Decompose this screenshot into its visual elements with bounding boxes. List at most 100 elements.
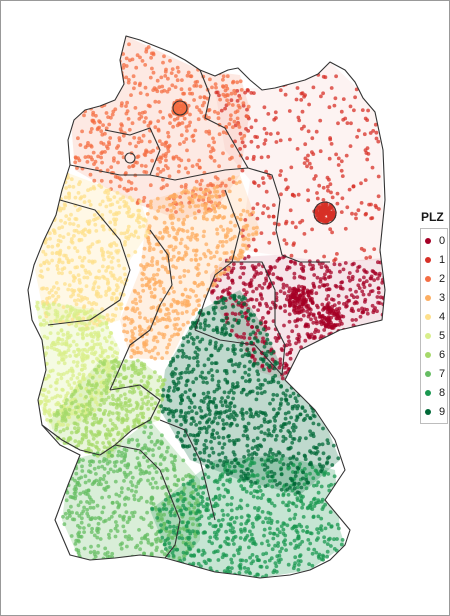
postal-point <box>73 298 77 303</box>
postal-point <box>182 140 186 145</box>
postal-point <box>281 527 286 532</box>
postal-point <box>255 436 260 441</box>
postal-point <box>231 266 236 271</box>
postal-point <box>133 309 137 314</box>
postal-point <box>299 266 304 271</box>
postal-point <box>196 204 201 208</box>
postal-point <box>235 506 240 511</box>
postal-point <box>129 537 134 541</box>
postal-point <box>334 284 339 289</box>
postal-point <box>44 409 48 413</box>
postal-point <box>111 109 116 114</box>
postal-point <box>120 432 125 437</box>
postal-point <box>205 217 209 222</box>
postal-point <box>328 182 333 187</box>
postal-point <box>189 74 194 79</box>
postal-point <box>81 228 86 233</box>
postal-point <box>296 339 301 344</box>
postal-point <box>198 322 203 326</box>
postal-point <box>228 569 233 574</box>
postal-point <box>197 298 201 303</box>
postal-point <box>314 321 319 326</box>
postal-point <box>51 294 55 298</box>
postal-point <box>106 440 111 445</box>
postal-point <box>159 404 164 408</box>
postal-point <box>196 561 201 566</box>
postal-point <box>112 241 117 245</box>
postal-point <box>210 374 215 378</box>
postal-point <box>315 275 320 280</box>
postal-point <box>65 370 69 375</box>
postal-point <box>192 505 197 510</box>
postal-point <box>282 323 286 328</box>
postal-point <box>217 518 221 523</box>
postal-point <box>317 285 322 289</box>
postal-point <box>142 267 147 272</box>
postal-point <box>316 480 321 485</box>
postal-point <box>126 462 131 467</box>
postal-point <box>185 246 190 251</box>
postal-point <box>99 380 103 385</box>
postal-point <box>180 78 184 82</box>
postal-point <box>156 236 161 241</box>
postal-point <box>57 303 61 307</box>
postal-point <box>236 461 241 466</box>
postal-point <box>98 374 102 379</box>
postal-point <box>175 231 180 236</box>
postal-point <box>268 132 273 136</box>
postal-point <box>156 267 161 272</box>
postal-point <box>227 291 232 296</box>
postal-point <box>132 493 137 498</box>
postal-point <box>109 528 113 533</box>
postal-point <box>96 544 101 548</box>
postal-point <box>73 410 78 415</box>
postal-point <box>77 380 81 385</box>
postal-point <box>311 281 316 286</box>
postal-point <box>327 287 332 292</box>
postal-point <box>64 498 69 503</box>
postal-point <box>124 495 128 500</box>
postal-point <box>148 420 153 425</box>
postal-point <box>336 156 341 161</box>
postal-point <box>353 212 358 217</box>
postal-point <box>138 468 143 472</box>
postal-point <box>208 521 212 526</box>
postal-point <box>192 553 197 557</box>
postal-point <box>193 350 198 355</box>
postal-point <box>65 516 70 520</box>
postal-point <box>119 460 124 464</box>
postal-point <box>143 63 148 67</box>
postal-point <box>132 510 137 515</box>
postal-point <box>216 111 221 116</box>
postal-point <box>226 276 231 280</box>
postal-point <box>92 533 97 538</box>
postal-point <box>100 370 105 375</box>
postal-point <box>221 92 226 97</box>
postal-point <box>117 74 122 79</box>
postal-point <box>261 176 265 181</box>
postal-point <box>161 60 165 65</box>
postal-point <box>184 542 188 546</box>
postal-point <box>311 263 315 268</box>
postal-point <box>215 463 220 468</box>
postal-point <box>288 517 292 522</box>
postal-point <box>88 550 93 555</box>
postal-point <box>210 446 214 451</box>
postal-point <box>60 260 65 265</box>
postal-point <box>59 218 63 223</box>
postal-point <box>367 292 371 297</box>
postal-point <box>57 349 62 353</box>
postal-point <box>323 264 328 269</box>
postal-point <box>164 325 169 329</box>
postal-point <box>351 184 356 189</box>
postal-point <box>50 368 55 373</box>
postal-point <box>99 345 103 350</box>
postal-point <box>212 530 217 535</box>
postal-point <box>238 217 243 222</box>
postal-point <box>164 140 169 145</box>
postal-point <box>249 491 253 496</box>
postal-point <box>262 126 267 131</box>
postal-point <box>194 423 199 427</box>
postal-point <box>185 229 190 234</box>
postal-point <box>106 250 110 255</box>
